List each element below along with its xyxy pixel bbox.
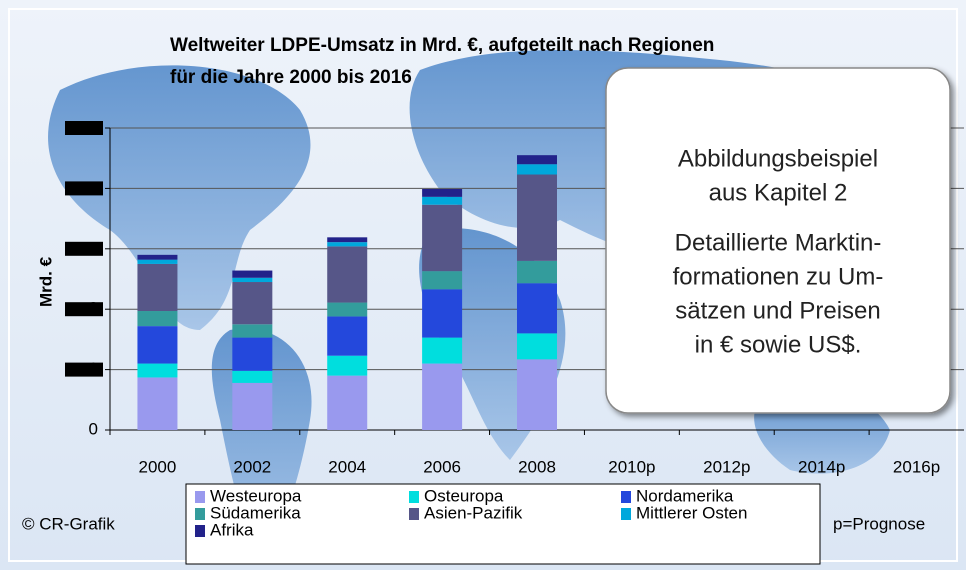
bar-segment bbox=[517, 333, 557, 360]
bar-segment bbox=[517, 155, 557, 165]
x-tick-label: 2012p bbox=[703, 457, 750, 476]
bar-segment bbox=[232, 277, 273, 283]
bar-segment bbox=[137, 254, 178, 260]
bar-segment bbox=[137, 377, 178, 430]
bar-segment bbox=[422, 189, 463, 197]
bar-segment bbox=[327, 237, 368, 243]
bar-segment bbox=[517, 260, 557, 284]
legend-swatch bbox=[409, 508, 419, 520]
bar-segment bbox=[422, 196, 463, 205]
overlay-line: Detaillierte Marktin- bbox=[675, 229, 882, 256]
bar-segment bbox=[422, 204, 463, 272]
legend-swatch bbox=[621, 491, 631, 503]
redacted-tick-label bbox=[65, 302, 103, 317]
overlay-text: Abbildungsbeispiel aus Kapitel 2 Detaillie… bbox=[673, 145, 884, 358]
bar-segment bbox=[232, 337, 273, 371]
overlay-line: sätzen und Preisen bbox=[675, 297, 880, 324]
x-tick-label: 2006 bbox=[423, 457, 461, 476]
redacted-tick-label bbox=[65, 362, 103, 377]
bar-segment bbox=[517, 164, 557, 175]
legend-swatch bbox=[195, 508, 205, 520]
bar-segment bbox=[422, 271, 463, 290]
bar-segment bbox=[232, 270, 273, 278]
overlay-line: in € sowie US$. bbox=[695, 331, 862, 358]
bar-segment bbox=[327, 246, 368, 303]
x-tick-label: 2000 bbox=[139, 457, 177, 476]
x-tick-label: 2002 bbox=[233, 457, 271, 476]
bar-segment bbox=[232, 282, 273, 325]
bar-segment bbox=[327, 316, 368, 356]
bar-segment bbox=[422, 363, 463, 430]
overlay-line: formationen zu Um- bbox=[673, 263, 884, 290]
overlay-line: aus Kapitel 2 bbox=[709, 179, 848, 206]
bar-segment bbox=[327, 302, 368, 317]
legend-items: Westeuropa Osteuropa Nordamerika Südamerika… bbox=[195, 486, 747, 539]
y-axis-label: Mrd. € bbox=[36, 256, 55, 307]
legend-label: Asien-Pazifik bbox=[424, 503, 523, 522]
legend bbox=[185, 483, 821, 565]
chart-subtitle: für die Jahre 2000 bis 2016 bbox=[170, 67, 412, 88]
y-tick-label: 0 bbox=[89, 419, 98, 438]
overlay-line: Abbildungsbeispiel bbox=[678, 145, 878, 172]
copyright: © CR-Grafik bbox=[22, 514, 115, 533]
x-tick-label: 2008 bbox=[518, 457, 556, 476]
legend-label: Westeuropa bbox=[210, 486, 302, 505]
legend-swatch bbox=[621, 508, 631, 520]
forecast-note: p=Prognose bbox=[833, 514, 925, 533]
legend-swatch bbox=[195, 525, 205, 537]
x-tick-label: 2010p bbox=[608, 457, 655, 476]
x-tick-label: 2014p bbox=[798, 457, 845, 476]
bar-segment bbox=[137, 326, 178, 364]
x-tick-label: 2016p bbox=[893, 457, 940, 476]
bar-segment bbox=[422, 337, 463, 364]
redacted-tick-label bbox=[65, 181, 103, 196]
bar-segment bbox=[327, 375, 368, 430]
bar-segment bbox=[232, 370, 273, 383]
bar-segment bbox=[327, 242, 368, 247]
bar-segment bbox=[517, 283, 557, 334]
legend-label: Mittlerer Osten bbox=[636, 503, 747, 522]
x-tick-label: 2004 bbox=[328, 457, 366, 476]
legend-label: Südamerika bbox=[210, 503, 301, 522]
bar-segment bbox=[232, 382, 273, 430]
bar-segment bbox=[137, 363, 178, 378]
redacted-tick-label bbox=[65, 121, 103, 135]
redacted-tick-label bbox=[65, 241, 103, 256]
chart-title: Weltweiter LDPE-Umsatz in Mrd. €, aufget… bbox=[170, 35, 714, 56]
bar-segment bbox=[137, 259, 178, 264]
legend-label: Afrika bbox=[210, 520, 254, 539]
bar-segment bbox=[137, 263, 178, 312]
legend-label: Nordamerika bbox=[636, 486, 734, 505]
bar-segment bbox=[137, 311, 178, 327]
bar-segment bbox=[517, 174, 557, 261]
overlay-box bbox=[605, 67, 951, 414]
legend-swatch bbox=[195, 491, 205, 503]
bar-segment bbox=[232, 324, 273, 338]
legend-swatch bbox=[409, 491, 419, 503]
plot-area: 012345200020022004200620082010p2012p2014… bbox=[65, 117, 964, 476]
bar-segment bbox=[327, 355, 368, 376]
bar-segment bbox=[517, 359, 557, 430]
bar-segment bbox=[422, 289, 463, 338]
legend-label: Osteuropa bbox=[424, 486, 504, 505]
